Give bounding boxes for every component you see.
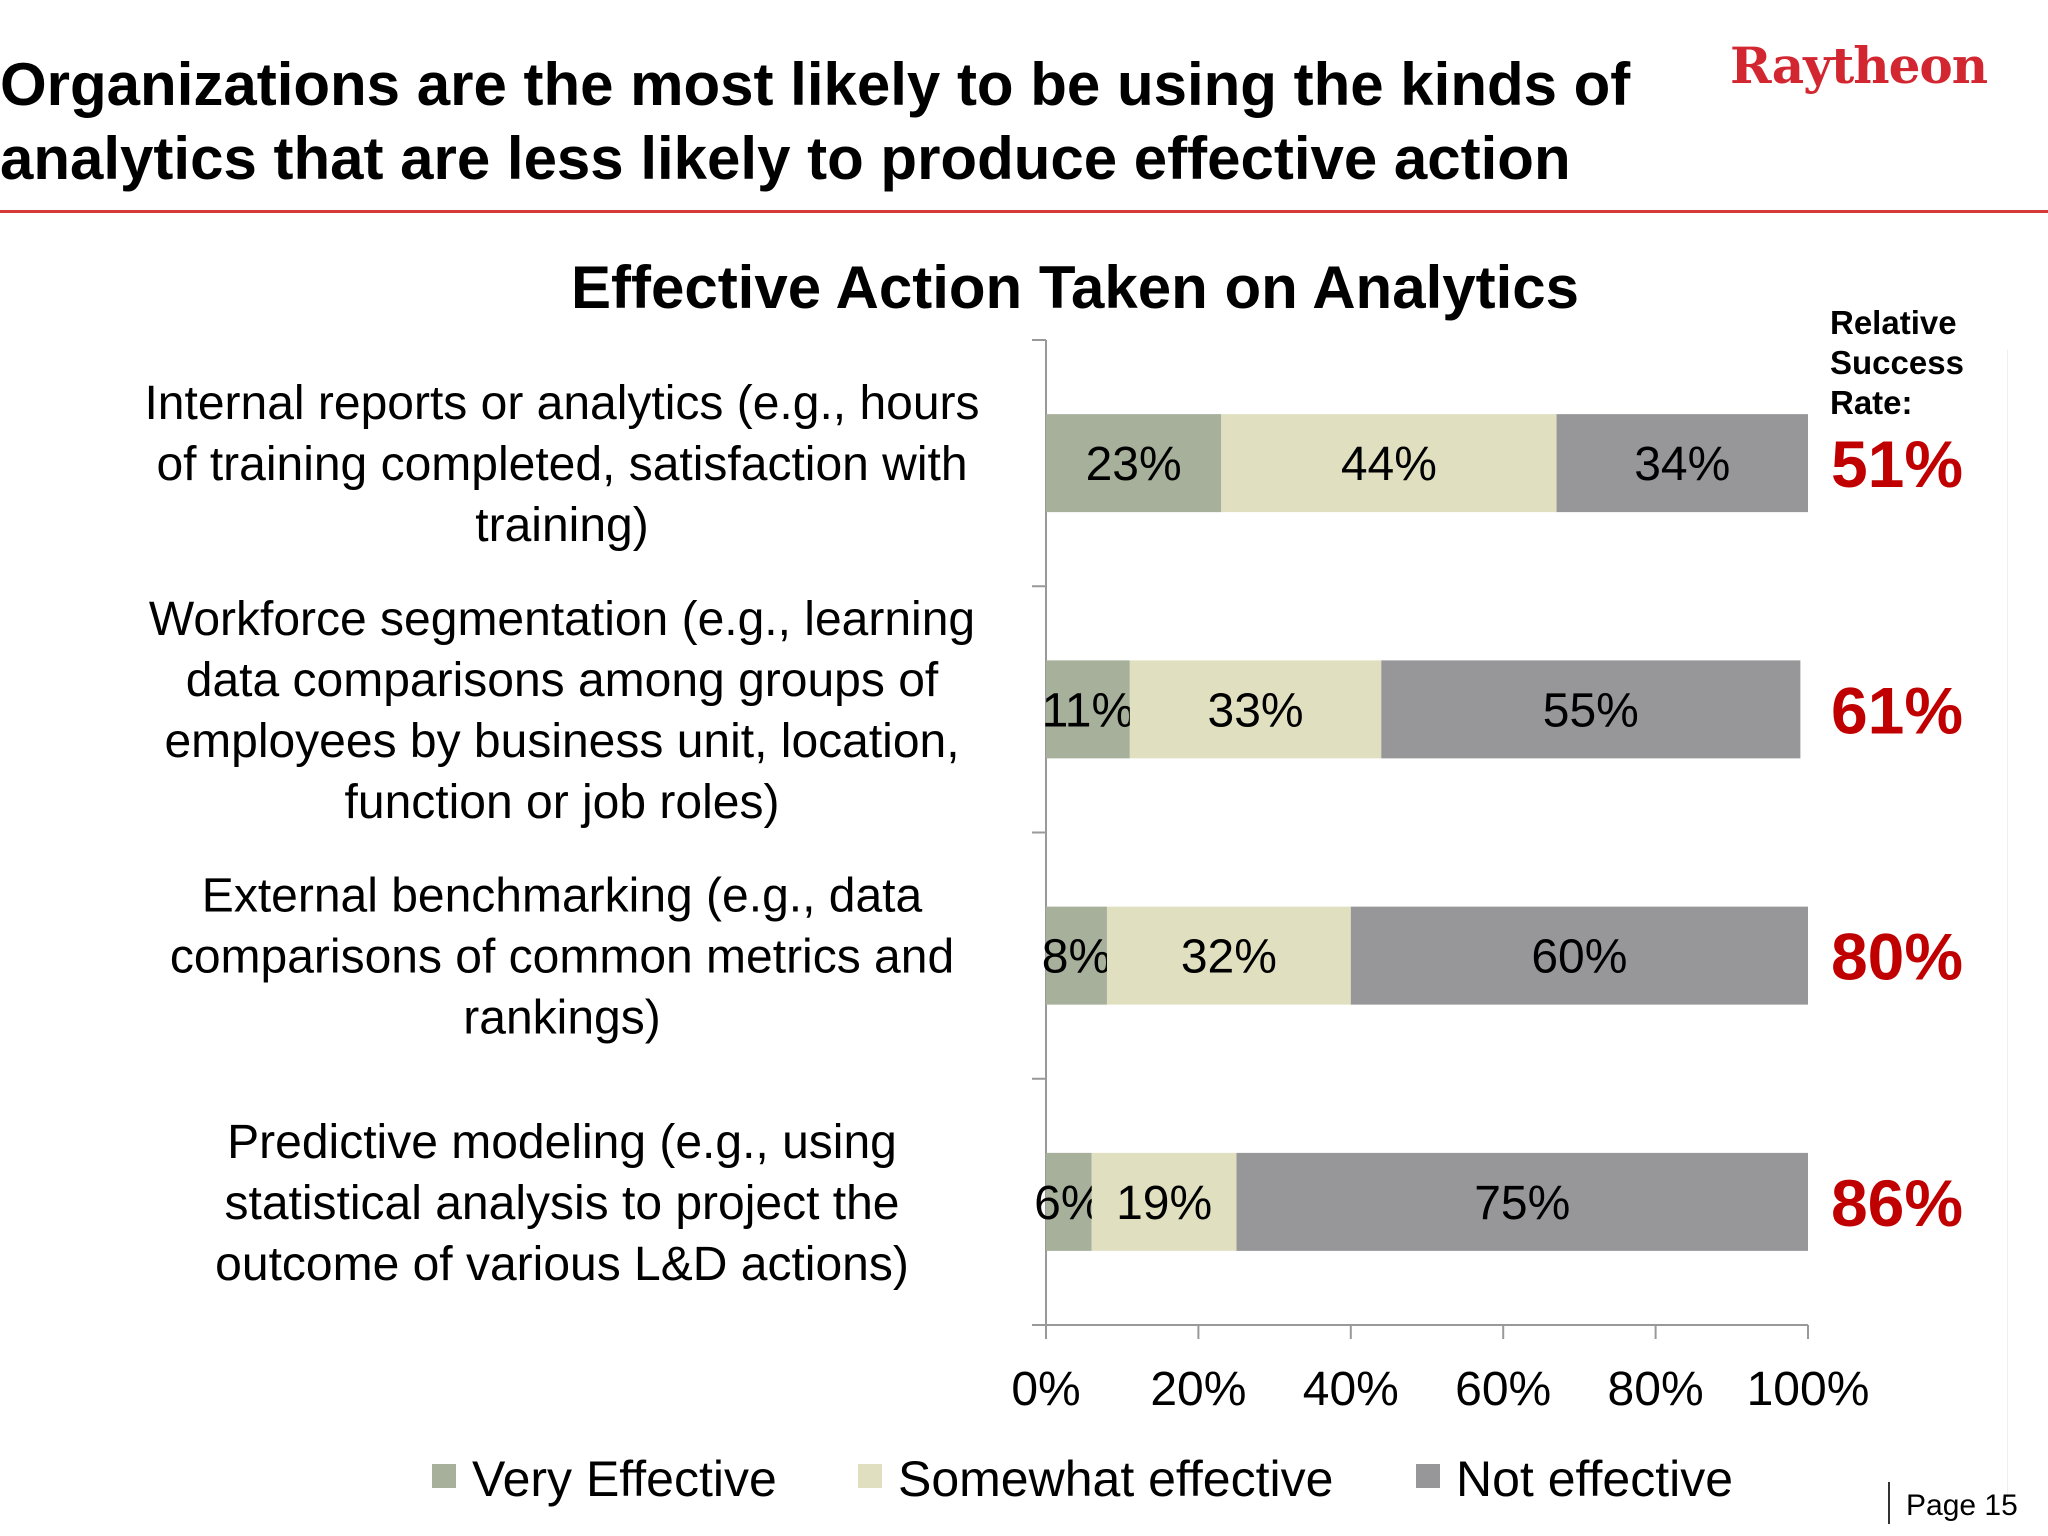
category-labels: Internal reports or analytics (e.g., hou…	[144, 377, 979, 1291]
x-tick-label: 20%	[1150, 1363, 1246, 1416]
data-label: 32%	[1181, 931, 1277, 984]
success-rate-value: 80%	[1831, 920, 1963, 994]
data-label: 75%	[1474, 1177, 1570, 1230]
headline-line-1: Organizations are the most likely to be …	[0, 51, 1631, 118]
page-number: Page 15	[1888, 1482, 2018, 1524]
data-label: 23%	[1086, 438, 1182, 491]
data-label: 8%	[1042, 931, 1111, 984]
category-label-line: Predictive modeling (e.g., using	[227, 1116, 897, 1169]
x-tick-label: 40%	[1303, 1363, 1399, 1416]
data-label: 34%	[1634, 438, 1730, 491]
raytheon-logo: Raytheon	[1730, 36, 1988, 95]
x-tick-label: 0%	[1011, 1363, 1080, 1416]
bar-segment	[1046, 1152, 1092, 1251]
headline-line-2: analytics that are less likely to produc…	[0, 125, 1571, 192]
data-label: 33%	[1208, 684, 1304, 737]
category-label-line: rankings)	[463, 992, 660, 1045]
bar-segment	[1556, 414, 1808, 513]
category-label-line: data comparisons among groups of	[186, 654, 939, 707]
bar-segment	[1046, 906, 1107, 1005]
bar-segment	[1046, 414, 1222, 513]
bar-segment	[1381, 660, 1801, 759]
x-tick-label: 100%	[1747, 1363, 1870, 1416]
bar-segment	[1046, 660, 1130, 759]
slide-headline: Organizations are the most likely to be …	[0, 48, 1720, 196]
data-label: 11%	[1042, 684, 1135, 737]
category-label-line: training)	[475, 499, 648, 552]
category-label-line: statistical analysis to project the	[225, 1177, 900, 1230]
category-label-line: function or job roles)	[345, 776, 780, 829]
success-rate-heading: Relative	[1830, 304, 1957, 341]
right-margin-line	[2007, 350, 2008, 1500]
legend-label: Not effective	[1456, 1451, 1733, 1507]
data-label: 60%	[1531, 931, 1627, 984]
header-divider	[0, 210, 2048, 213]
bar-segment	[1221, 414, 1557, 513]
category-label-line: comparisons of common metrics and	[170, 931, 954, 984]
category-label-line: employees by business unit, location,	[164, 715, 959, 768]
legend-label: Very Effective	[472, 1451, 777, 1507]
category-label-line: of training completed, satisfaction with	[156, 438, 967, 491]
x-tick-label: 60%	[1455, 1363, 1551, 1416]
legend-swatch	[432, 1464, 456, 1488]
category-label-line: outcome of various L&D actions)	[215, 1238, 909, 1291]
success-rate-value: 61%	[1831, 673, 1963, 747]
category-label-line: Workforce segmentation (e.g., learning	[149, 593, 975, 646]
success-rate-heading: Success	[1830, 344, 1964, 381]
data-label: 44%	[1341, 438, 1437, 491]
bar-segment	[1236, 1152, 1808, 1251]
x-tick-label: 80%	[1608, 1363, 1704, 1416]
bar-segment	[1106, 906, 1351, 1005]
bar-segment	[1350, 906, 1808, 1005]
chart-bars: 23% 44% 34%11% 33% 55%8% 32% 60%6% 19% 75%	[1034, 414, 1808, 1251]
chart-axes: 0% 20% 40% 60% 80% 100%	[1011, 339, 1870, 1416]
legend-label: Somewhat effective	[898, 1451, 1333, 1507]
chart-title: Effective Action Taken on Analytics	[571, 254, 1579, 321]
success-rate-value: 86%	[1831, 1166, 1963, 1240]
success-rate-heading: Rate:	[1830, 384, 1913, 421]
category-label-line: External benchmarking (e.g., data	[202, 870, 923, 923]
category-label-line: Internal reports or analytics (e.g., hou…	[144, 377, 979, 430]
legend-swatch	[1416, 1464, 1440, 1488]
legend-swatch	[858, 1464, 882, 1488]
data-label: 55%	[1543, 684, 1639, 737]
data-label: 19%	[1116, 1177, 1212, 1230]
success-rate-value: 51%	[1831, 427, 1963, 501]
chart-legend: Very Effective Somewhat effective Not effe…	[432, 1451, 1733, 1507]
bar-segment	[1091, 1152, 1237, 1251]
bar-segment	[1129, 660, 1382, 759]
